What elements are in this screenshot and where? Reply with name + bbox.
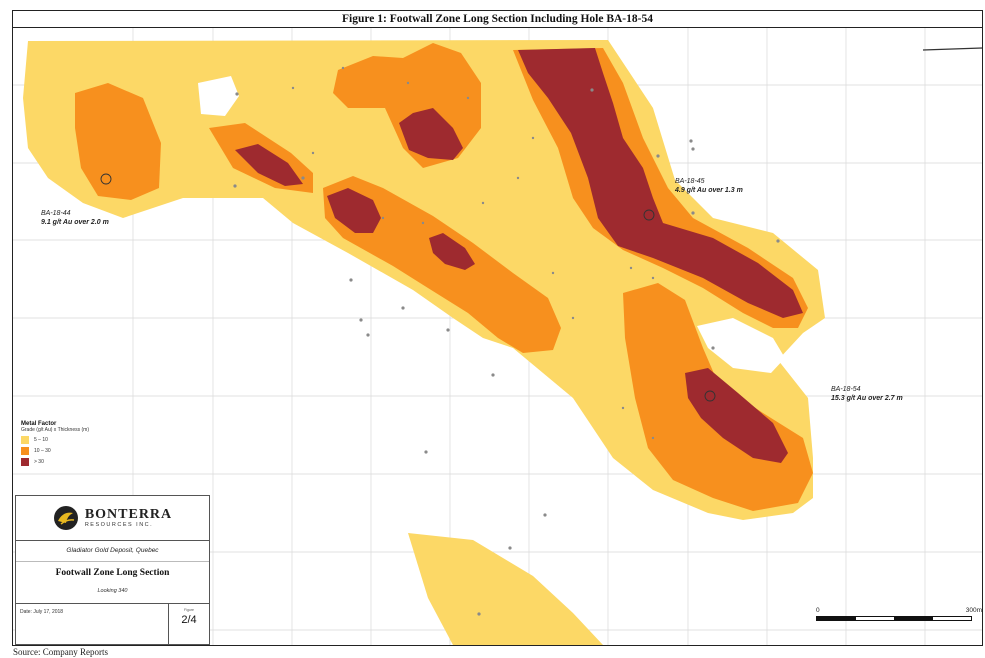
zone-gaps: [198, 76, 785, 373]
hole-id: BA-18-44: [41, 210, 71, 217]
scale-start: 0: [816, 607, 820, 614]
drill-points: [233, 66, 780, 616]
legend-label: 5 – 10: [34, 437, 48, 443]
scale-end: 300m: [965, 607, 982, 614]
figure-date: Date: July 17, 2018: [16, 604, 169, 645]
legend-item: > 30: [21, 458, 89, 466]
figure-number-label: Figure: [184, 608, 194, 612]
hole-intercept: 4.9 g/t Au over 1.3 m: [675, 187, 743, 194]
title-block: BONTERRA RESOURCES INC. Gladiator Gold D…: [15, 495, 210, 645]
source-note: Source: Company Reports: [13, 647, 108, 657]
hole-intercept: 9.1 g/t Au over 2.0 m: [41, 219, 109, 226]
hole-intercept: 15.3 g/t Au over 2.7 m: [831, 395, 903, 402]
legend-label: > 30: [34, 459, 44, 465]
brand-subtitle: RESOURCES INC.: [84, 522, 154, 528]
legend: Metal Factor Grade (g/t Au) x Thickness …: [21, 421, 89, 466]
legend-item: 5 – 10: [21, 436, 89, 444]
legend-swatch: [21, 458, 29, 466]
figure-frame: Figure 1: Footwall Zone Long Section Inc…: [12, 10, 983, 646]
legend-title: Metal Factor: [21, 421, 57, 427]
hole-label-ba-18-45: BA-18-45 4.9 g/t Au over 1.3 m: [675, 177, 743, 195]
hole-id: BA-18-45: [675, 178, 705, 185]
title-block-footer: Date: July 17, 2018 Figure 2/4: [16, 604, 209, 645]
section-direction: Looking 340: [97, 588, 128, 594]
scale-bar: 0 300m: [816, 607, 982, 621]
legend-swatch: [21, 447, 29, 455]
hole-label-ba-18-54: BA-18-54 15.3 g/t Au over 2.7 m: [831, 385, 903, 403]
brand-name: BONTERRA: [84, 507, 173, 522]
figure-title: Figure 1: Footwall Zone Long Section Inc…: [13, 11, 982, 28]
section-title-block: Footwall Zone Long Section Looking 340: [16, 562, 209, 604]
figure-number: 2/4: [181, 614, 197, 626]
bonterra-logo-icon: [53, 506, 78, 530]
zone-high-grade: [235, 48, 803, 463]
legend-swatch: [21, 436, 29, 444]
hole-id: BA-18-54: [831, 386, 861, 393]
section-title: Footwall Zone Long Section: [55, 568, 170, 578]
legend-subtitle: Grade (g/t Au) x Thickness (m): [21, 427, 89, 433]
legend-label: 10 – 30: [34, 448, 51, 454]
topography-line: [922, 47, 982, 51]
deposit-name: Gladiator Gold Deposit, Quebec: [16, 541, 209, 562]
hole-label-ba-18-44: BA-18-44 9.1 g/t Au over 2.0 m: [41, 209, 109, 227]
long-section-map: [13, 28, 982, 645]
hole-markers: [100, 173, 716, 402]
scale-segments: [816, 616, 972, 621]
company-logo: BONTERRA RESOURCES INC.: [16, 496, 209, 541]
figure-number-box: Figure 2/4: [169, 604, 209, 645]
legend-item: 10 – 30: [21, 447, 89, 455]
